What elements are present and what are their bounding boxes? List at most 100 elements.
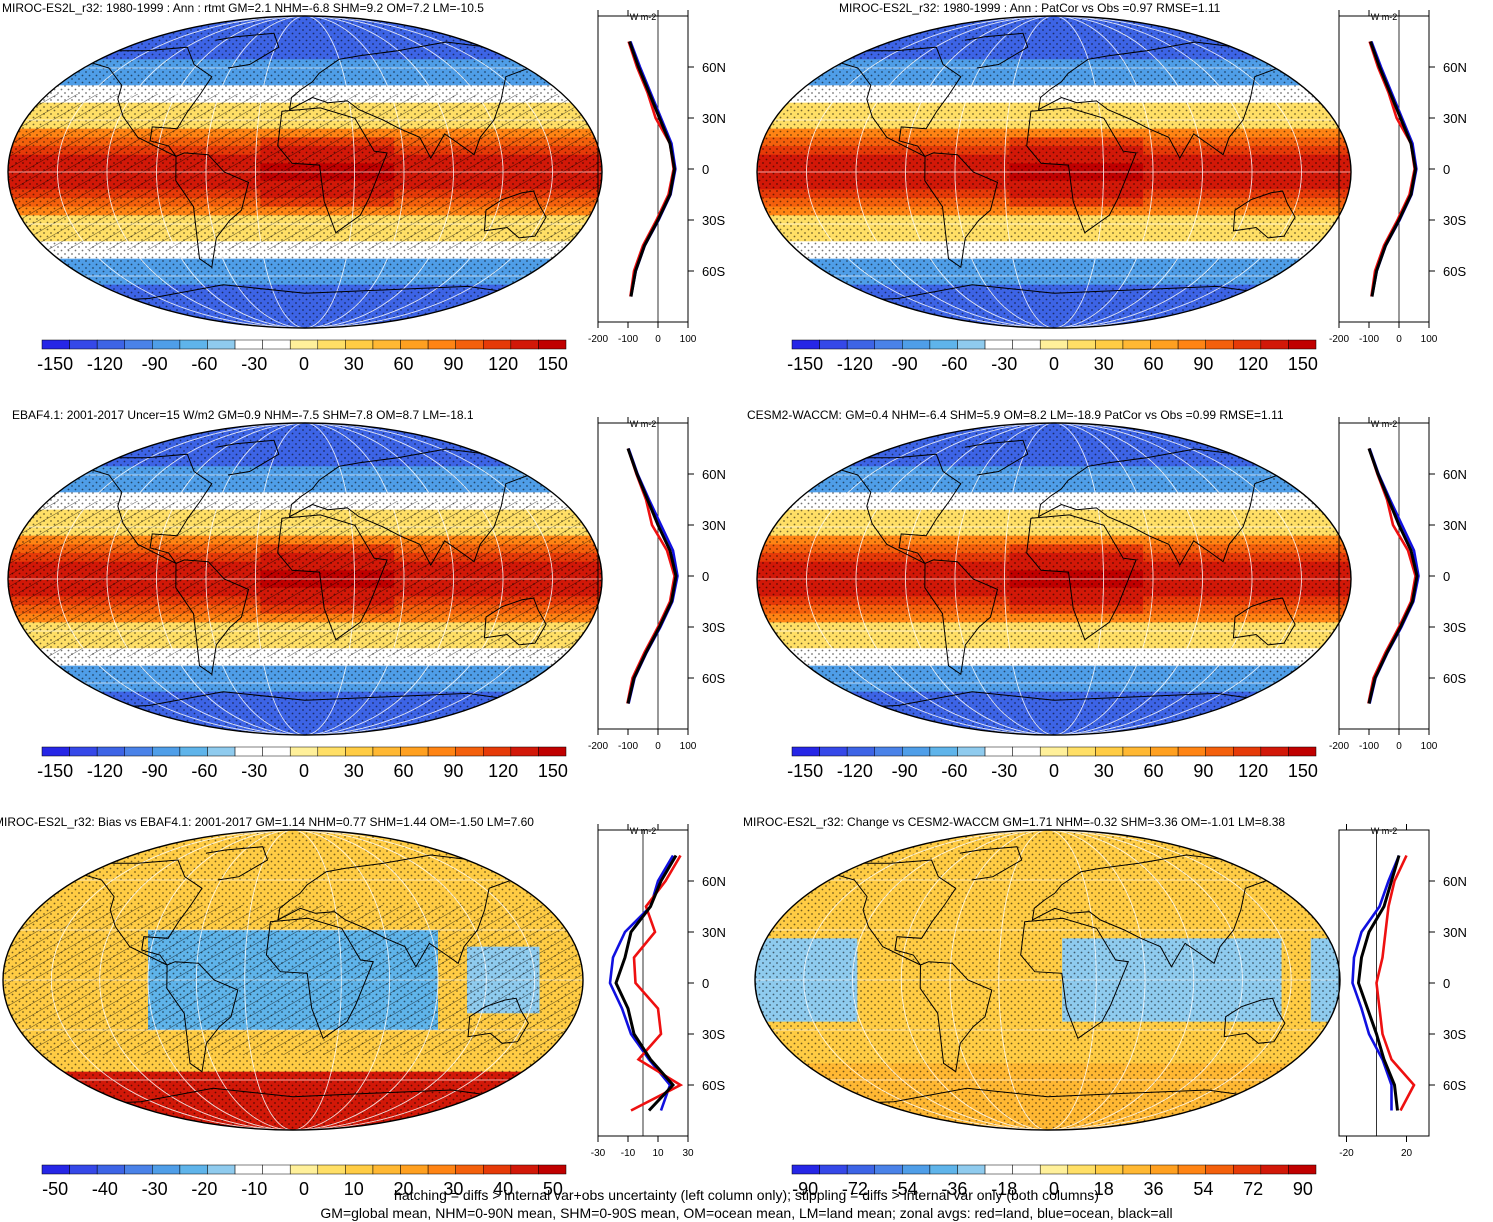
colorbar-box xyxy=(957,747,985,756)
colorbar-box xyxy=(290,747,318,756)
colorbar-box xyxy=(820,747,848,756)
zonal-line-all xyxy=(630,42,675,297)
colorbar-box xyxy=(902,1165,930,1174)
lat-tick-label: 30N xyxy=(1443,111,1467,126)
x-tick-label: -200 xyxy=(588,334,608,345)
colorbar-box xyxy=(1178,1165,1206,1174)
colorbar-tick-label: -90 xyxy=(142,761,168,781)
colorbar-tick-label: 30 xyxy=(344,354,364,374)
lat-tick-label: 0 xyxy=(1443,162,1450,177)
lat-tick-label: 30S xyxy=(702,1027,725,1042)
zonal-line-all xyxy=(1359,856,1400,1111)
colorbar-box xyxy=(152,340,180,349)
colorbar-tick-label: 0 xyxy=(1049,354,1059,374)
colorbar-tick-label: -60 xyxy=(941,761,967,781)
colorbar-box xyxy=(511,747,539,756)
colorbar-tick-label: 60 xyxy=(1144,354,1164,374)
colorbar-box xyxy=(263,340,291,349)
colorbar-tick-label: 120 xyxy=(1238,354,1268,374)
footer-note-means: GM=global mean, NHM=0-90N mean, SHM=0-90… xyxy=(0,1205,1493,1222)
colorbar-box xyxy=(207,747,235,756)
colorbar-box xyxy=(207,340,235,349)
colorbar-box xyxy=(97,747,125,756)
x-tick-label: -20 xyxy=(1339,1148,1354,1159)
colorbar-box xyxy=(456,1165,484,1174)
lat-tick-label: 30N xyxy=(1443,518,1467,533)
colorbar-box xyxy=(1261,340,1289,349)
colorbar-tick-label: 150 xyxy=(538,761,568,781)
colorbar-box xyxy=(847,747,875,756)
x-tick-label: -200 xyxy=(1329,334,1349,345)
colorbar-tick-label: 60 xyxy=(394,354,414,374)
colorbar-box xyxy=(235,747,263,756)
x-tick-label: -100 xyxy=(618,334,638,345)
colorbar-tick-label: -120 xyxy=(87,761,123,781)
colorbar-box xyxy=(1123,747,1151,756)
colorbar-box xyxy=(1288,747,1316,756)
zonal-line-land xyxy=(627,449,674,704)
colorbar-box xyxy=(318,1165,346,1174)
colorbar-box xyxy=(1151,1165,1179,1174)
panel-model-patcor: MIROC-ES2L_r32: 1980-1999 : Ann : PatCor… xyxy=(747,0,1493,407)
colorbar-box xyxy=(1068,1165,1096,1174)
lat-tick-label: 0 xyxy=(702,569,709,584)
colorbar-box xyxy=(792,747,820,756)
colorbar-tick-label: 90 xyxy=(443,354,463,374)
x-tick-label: -30 xyxy=(591,1148,606,1159)
x-tick-label: 100 xyxy=(1421,741,1438,752)
lat-tick-label: 60N xyxy=(1443,60,1467,75)
colorbar-box xyxy=(428,747,456,756)
colorbar-box xyxy=(847,340,875,349)
colorbar-box xyxy=(290,1165,318,1174)
colorbar-box xyxy=(1040,1165,1068,1174)
colorbar-tick-label: 30 xyxy=(344,761,364,781)
lat-tick-label: 30N xyxy=(1443,925,1467,940)
colorbar-tick-label: 60 xyxy=(394,761,414,781)
colorbar-tick-label: 150 xyxy=(538,354,568,374)
panel-cesm2-waccm: CESM2-WACCM: GM=0.4 NHM=-6.4 SHM=5.9 OM=… xyxy=(747,407,1493,814)
colorbar-box xyxy=(42,1165,70,1174)
colorbar-box xyxy=(985,340,1013,349)
zonal-line-all xyxy=(628,449,676,704)
lat-tick-label: 30N xyxy=(702,111,726,126)
colorbar-tick-label: -60 xyxy=(191,761,217,781)
colorbar-box xyxy=(318,340,346,349)
colorbar-box xyxy=(401,747,429,756)
colorbar-box xyxy=(456,340,484,349)
lat-tick-label: 0 xyxy=(1443,569,1450,584)
x-tick-label: -200 xyxy=(588,741,608,752)
colorbar-box xyxy=(180,747,208,756)
colorbar-box xyxy=(1151,747,1179,756)
lat-tick-label: 60S xyxy=(1443,671,1466,686)
colorbar-box xyxy=(1261,1165,1289,1174)
colorbar-box xyxy=(483,747,511,756)
colorbar-box xyxy=(1068,340,1096,349)
zonal-unit: W m-2 xyxy=(630,12,657,22)
colorbar-box xyxy=(263,1165,291,1174)
colorbar-box xyxy=(318,747,346,756)
colorbar-box xyxy=(1288,340,1316,349)
zonal-unit: W m-2 xyxy=(630,419,657,429)
colorbar-tick-label: 0 xyxy=(1049,761,1059,781)
colorbar-tick-label: 0 xyxy=(299,354,309,374)
x-tick-label: 0 xyxy=(655,334,661,345)
colorbar-tick-label: 150 xyxy=(1288,354,1318,374)
colorbar-box xyxy=(1288,1165,1316,1174)
colorbar-box xyxy=(1123,340,1151,349)
colorbar-tick-label: 30 xyxy=(1094,761,1114,781)
colorbar-box xyxy=(42,340,70,349)
lat-tick-label: 60S xyxy=(702,264,725,279)
colorbar-tick-label: -150 xyxy=(37,761,73,781)
lat-tick-label: 0 xyxy=(702,162,709,177)
x-tick-label: 10 xyxy=(652,1148,664,1159)
zonal-line-land xyxy=(629,42,674,297)
colorbar-box xyxy=(820,340,848,349)
x-tick-label: -100 xyxy=(1359,741,1379,752)
colorbar-box xyxy=(1040,747,1068,756)
colorbar-box xyxy=(792,340,820,349)
colorbar-box xyxy=(985,747,1013,756)
colorbar-box xyxy=(930,747,958,756)
colorbar-box xyxy=(345,340,373,349)
